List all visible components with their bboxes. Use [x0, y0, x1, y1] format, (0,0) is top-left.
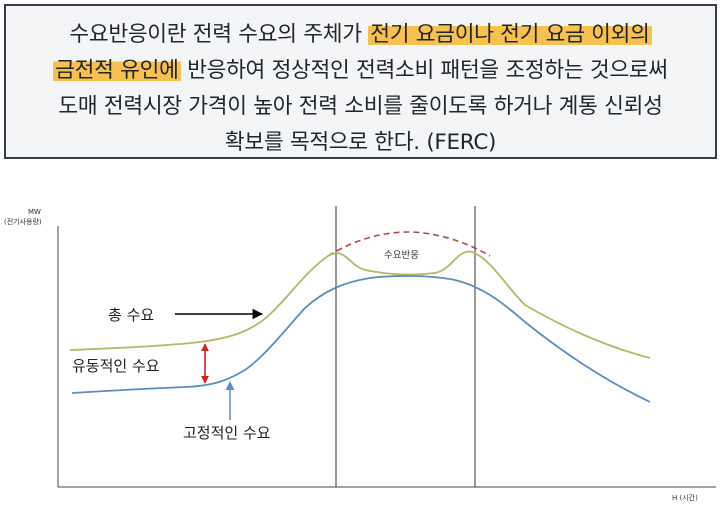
- fixed-demand-label: 고정적인 수요: [183, 424, 271, 442]
- definition-line-3: 도매 전력시장 가격이 높아 전력 소비를 줄이도록 하거나 계통 신뢰성: [58, 94, 663, 119]
- fixed-demand-curve: [71, 275, 651, 403]
- definition-text: 수요반응이란 전력 수요의 주체가: [69, 22, 369, 47]
- original-peak-dashed-curve: [327, 231, 491, 257]
- total-demand-curve: [69, 250, 651, 359]
- y-axis-sublabel: (전기사용량): [4, 217, 42, 226]
- definition-line-4: 확보를 목적으로 한다. (FERC): [224, 130, 497, 155]
- highlighted-text: 전기 요금이나 전기 요금 이외의: [368, 22, 652, 47]
- total-demand-label: 총 수요: [108, 306, 154, 324]
- demand-response-label: 수요반응: [384, 250, 419, 261]
- definition-line-2: 금전적 유인에 반응하여 정상적인 전력소비 패턴을 조정하는 것으로써: [6, 53, 715, 84]
- flexible-demand-label: 유동적인 수요: [72, 357, 160, 375]
- definition-box: 수요반응이란 전력 수요의 주체가 전기 요금이나 전기 요금 이외의 금전적 …: [4, 4, 717, 159]
- y-axis-label: MW: [28, 208, 41, 216]
- x-axis-label: H (시간): [672, 493, 698, 502]
- definition-text: 반응하여 정상적인 전력소비 패턴을 조정하는 것으로써: [180, 58, 668, 83]
- highlighted-text: 금전적 유인에: [53, 58, 181, 83]
- definition-line-1: 수요반응이란 전력 수요의 주체가 전기 요금이나 전기 요금 이외의: [6, 17, 715, 48]
